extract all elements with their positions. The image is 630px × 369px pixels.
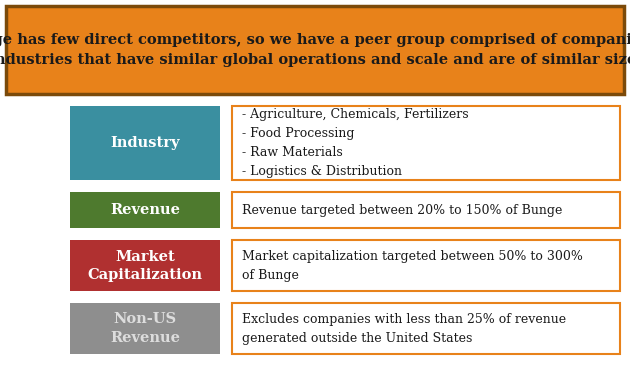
FancyBboxPatch shape xyxy=(232,303,620,354)
Text: Industry: Industry xyxy=(110,136,180,150)
Text: Excludes companies with less than 25% of revenue
generated outside the United St: Excludes companies with less than 25% of… xyxy=(242,313,566,345)
FancyBboxPatch shape xyxy=(70,303,220,354)
Text: Revenue targeted between 20% to 150% of Bunge: Revenue targeted between 20% to 150% of … xyxy=(242,204,563,217)
Text: - Agriculture, Chemicals, Fertilizers
- Food Processing
- Raw Materials
- Logist: - Agriculture, Chemicals, Fertilizers - … xyxy=(242,108,469,178)
FancyBboxPatch shape xyxy=(232,192,620,228)
FancyBboxPatch shape xyxy=(70,106,220,180)
FancyBboxPatch shape xyxy=(6,6,624,94)
FancyBboxPatch shape xyxy=(70,241,220,291)
FancyBboxPatch shape xyxy=(232,241,620,291)
Text: Market capitalization targeted between 50% to 300%
of Bunge: Market capitalization targeted between 5… xyxy=(242,250,583,282)
Text: Bunge has few direct competitors, so we have a peer group comprised of companies: Bunge has few direct competitors, so we … xyxy=(0,33,630,67)
Text: Market
Capitalization: Market Capitalization xyxy=(88,249,202,282)
FancyBboxPatch shape xyxy=(70,192,220,228)
FancyBboxPatch shape xyxy=(232,106,620,180)
Text: Non-US
Revenue: Non-US Revenue xyxy=(110,313,180,345)
Text: Revenue: Revenue xyxy=(110,203,180,217)
